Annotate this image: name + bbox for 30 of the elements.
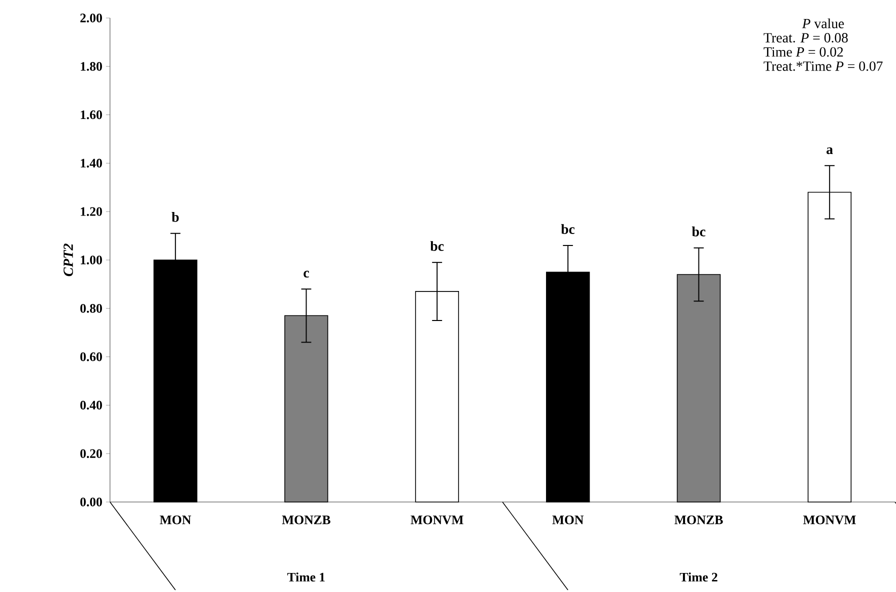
- y-tick-label: 1.40: [80, 158, 102, 168]
- annotation: a: [826, 147, 833, 154]
- x-tick-label: MON: [160, 516, 192, 524]
- annotation: b: [172, 212, 179, 222]
- x-tick-label: MON: [552, 516, 584, 524]
- x-tick-label: MONVM: [410, 516, 464, 524]
- annotation: P value: [802, 18, 844, 28]
- y-axis-title: CPT2: [64, 244, 73, 276]
- x-tick-label: MONZB: [674, 516, 723, 524]
- y-tick-label: 1.00: [80, 256, 102, 264]
- x-tick-label: MONZB: [282, 516, 330, 524]
- y-tick-label: 0.20: [80, 449, 102, 458]
- x-tick-label: MONVM: [803, 516, 856, 524]
- annotation: bc: [692, 226, 706, 236]
- y-tick-label: 2.00: [80, 14, 102, 22]
- y-tick-label: 0.80: [80, 304, 102, 313]
- y-tick-label: 0.60: [80, 352, 102, 362]
- y-tick-label: 0.00: [80, 498, 102, 506]
- text: Time 1: [287, 572, 325, 582]
- annotation: bc: [430, 241, 444, 251]
- annotation: Treat.*Time P = 0.07: [764, 61, 883, 71]
- y-tick-label: 1.80: [80, 62, 102, 71]
- y-tick-label: 1.60: [80, 110, 102, 120]
- annotation: c: [304, 270, 309, 278]
- y-tick-label: 1.20: [80, 207, 102, 216]
- annotation: bc: [561, 224, 575, 234]
- annotation: Treat. P = 0.08: [764, 33, 848, 43]
- text: Time 2: [680, 572, 718, 582]
- y-tick-label: 0.40: [80, 400, 102, 410]
- annotation: Time P = 0.02: [764, 47, 843, 57]
